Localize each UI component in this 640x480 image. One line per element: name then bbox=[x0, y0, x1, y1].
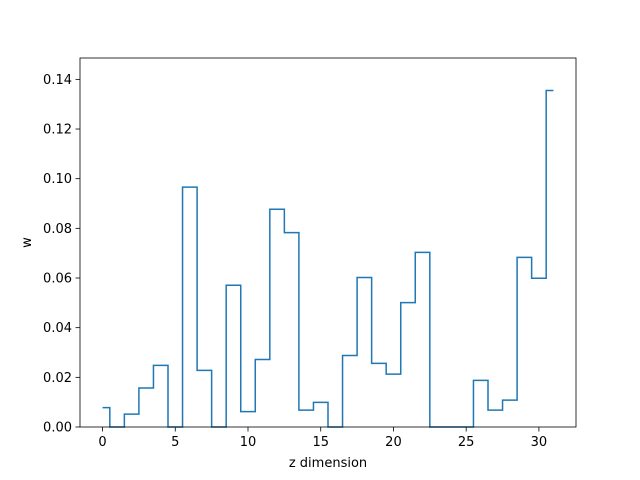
y-tick-label: 0.10 bbox=[43, 172, 72, 187]
x-axis-ticks: 0 5 10 15 20 25 30 bbox=[98, 427, 547, 450]
x-tick-label: 15 bbox=[312, 435, 329, 450]
y-tick-label: 0.00 bbox=[43, 421, 72, 436]
y-tick-label: 0.08 bbox=[43, 222, 72, 237]
y-tick-label: 0.02 bbox=[43, 371, 72, 386]
y-tick-label: 0.04 bbox=[43, 321, 72, 336]
y-axis-label: w bbox=[20, 237, 35, 248]
y-axis-ticks: 0.00 0.02 0.04 0.06 0.08 0.10 0.12 0.14 bbox=[43, 73, 80, 436]
y-tick-label: 0.12 bbox=[43, 123, 72, 138]
x-tick-label: 5 bbox=[171, 435, 179, 450]
x-tick-label: 30 bbox=[531, 435, 548, 450]
axes-frame bbox=[79, 57, 577, 428]
y-tick-label: 0.06 bbox=[43, 272, 72, 287]
x-axis-label: z dimension bbox=[289, 456, 367, 471]
x-tick-label: 20 bbox=[385, 435, 402, 450]
y-tick-label: 0.14 bbox=[43, 73, 72, 88]
x-tick-label: 0 bbox=[98, 435, 106, 450]
x-tick-label: 25 bbox=[458, 435, 475, 450]
x-tick-label: 10 bbox=[240, 435, 257, 450]
